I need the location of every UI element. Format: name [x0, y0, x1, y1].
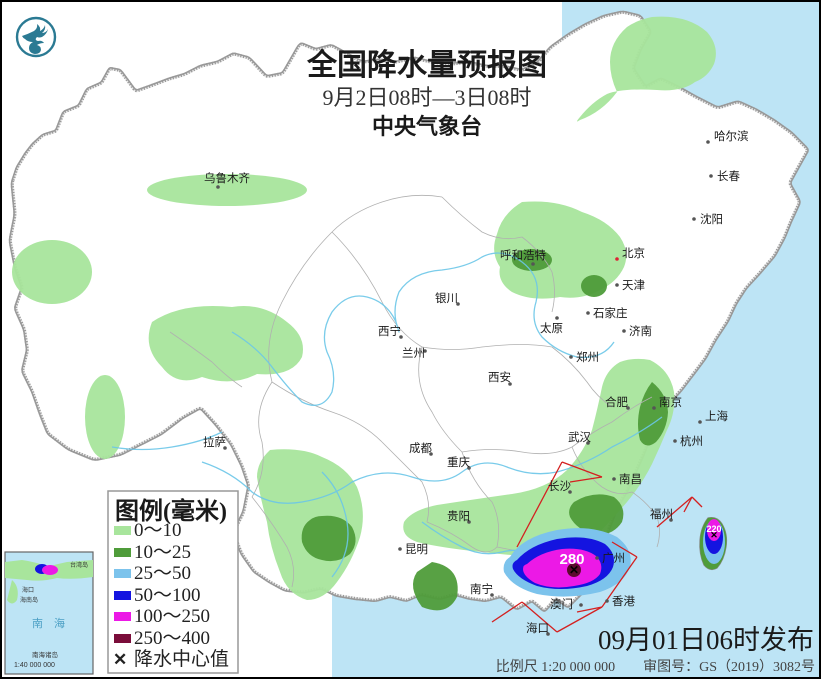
svg-text:海口: 海口	[22, 586, 34, 594]
svg-text:南 海: 南 海	[32, 616, 65, 630]
svg-text:降水中心值: 降水中心值	[134, 648, 229, 670]
svg-text:重庆: 重庆	[447, 455, 470, 469]
svg-text:哈尔滨: 哈尔滨	[714, 129, 749, 143]
svg-text:1:40 000 000: 1:40 000 000	[14, 662, 55, 669]
svg-text:上海: 上海	[705, 409, 728, 423]
svg-text:郑州: 郑州	[576, 350, 599, 364]
svg-text:✕: ✕	[710, 530, 718, 540]
svg-text:拉萨: 拉萨	[203, 435, 226, 449]
svg-text:天津: 天津	[622, 279, 645, 292]
svg-text:南海诸岛: 南海诸岛	[32, 650, 58, 659]
svg-text:澳门: 澳门	[550, 597, 573, 611]
svg-text:西宁: 西宁	[378, 324, 401, 338]
svg-text:25～50: 25～50	[134, 563, 191, 584]
svg-text:长沙: 长沙	[548, 480, 571, 493]
svg-text:南昌: 南昌	[619, 472, 642, 486]
svg-text:海口: 海口	[526, 621, 549, 635]
svg-text:台湾岛: 台湾岛	[70, 561, 88, 569]
svg-text:武汉: 武汉	[568, 431, 591, 444]
svg-text:贵阳: 贵阳	[447, 510, 470, 523]
svg-text:✕: ✕	[569, 563, 579, 577]
svg-text:海南岛: 海南岛	[20, 596, 38, 604]
svg-text:济南: 济南	[629, 324, 652, 338]
svg-text:100～250: 100～250	[134, 606, 210, 627]
svg-text:南京: 南京	[659, 395, 682, 409]
svg-text:沈阳: 沈阳	[700, 212, 723, 226]
svg-text:9月2日08时—3日08时: 9月2日08时—3日08时	[322, 85, 531, 110]
svg-text:香港: 香港	[612, 595, 635, 608]
svg-text:呼和浩特: 呼和浩特	[500, 248, 546, 262]
svg-text:长春: 长春	[717, 170, 740, 183]
svg-text:0～10: 0～10	[134, 520, 182, 541]
svg-text:福州: 福州	[650, 507, 673, 521]
svg-text:09月01日06时发布: 09月01日06时发布	[598, 625, 814, 655]
svg-text:✕: ✕	[113, 650, 127, 669]
svg-text:昆明: 昆明	[405, 543, 428, 556]
svg-text:比例尺 1:20 000 000 审图号：GS（2019）: 比例尺 1:20 000 000 审图号：GS（2019）3082号	[496, 659, 815, 675]
svg-text:杭州: 杭州	[680, 434, 703, 448]
svg-text:合肥: 合肥	[605, 395, 628, 409]
svg-text:兰州: 兰州	[402, 347, 425, 360]
svg-text:南宁: 南宁	[470, 582, 493, 596]
svg-text:250～400: 250～400	[134, 628, 210, 649]
svg-text:全国降水量预报图: 全国降水量预报图	[306, 48, 547, 82]
svg-text:广州: 广州	[602, 552, 625, 565]
svg-text:50～100: 50～100	[134, 585, 201, 606]
svg-text:中央气象台: 中央气象台	[372, 114, 482, 139]
svg-text:10～25: 10～25	[134, 542, 191, 563]
svg-text:乌鲁木齐: 乌鲁木齐	[204, 171, 250, 185]
svg-text:石家庄: 石家庄	[593, 306, 628, 320]
svg-text:成都: 成都	[409, 442, 432, 455]
svg-text:北京: 北京	[622, 246, 645, 260]
svg-text:银川: 银川	[435, 291, 458, 305]
svg-text:西安: 西安	[488, 370, 511, 384]
svg-text:太原: 太原	[540, 322, 563, 335]
